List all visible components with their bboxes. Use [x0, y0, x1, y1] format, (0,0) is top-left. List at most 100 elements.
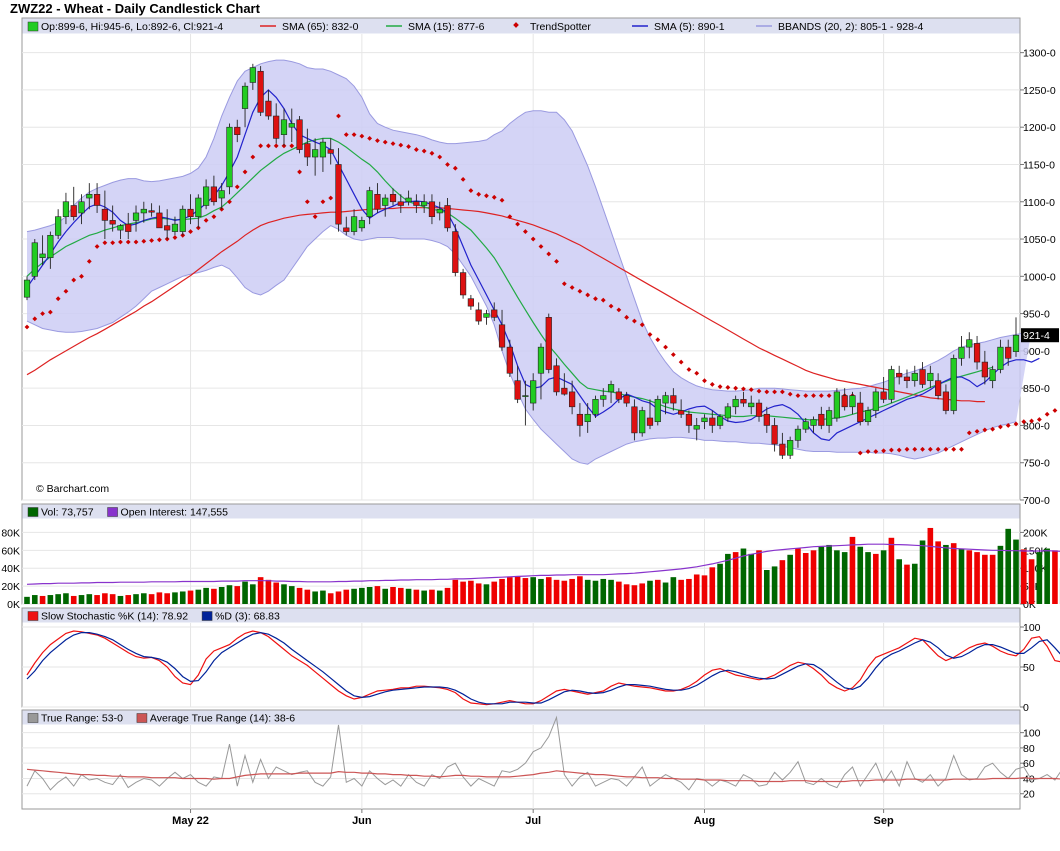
volume-right-tick-label: 100K [1023, 563, 1048, 575]
candle-body [312, 149, 319, 158]
volume-bar [623, 584, 630, 604]
candle-body [903, 376, 911, 382]
volume-bar [989, 554, 996, 604]
candle [857, 391, 864, 426]
candle-body [93, 194, 101, 206]
candle [740, 391, 747, 407]
candle [662, 391, 669, 415]
volume-bar [966, 550, 973, 604]
candle-body [639, 410, 646, 434]
price-tick-label: 1200-0 [1023, 122, 1056, 134]
candle [748, 395, 755, 415]
volume-bar [826, 544, 832, 604]
candle-body [709, 417, 716, 426]
candle [86, 183, 93, 210]
candle [810, 416, 817, 433]
true-range-legend-label-0: True Range: 53-0 [41, 713, 123, 725]
candle [413, 194, 420, 213]
volume-bar [795, 548, 801, 604]
volume-bar [218, 587, 225, 604]
trendspotter-dot [359, 133, 365, 139]
candle-body [101, 208, 108, 221]
volume-bar [499, 578, 505, 604]
candle-body [210, 186, 218, 203]
true-range-legend-icon-1 [136, 713, 148, 723]
volume-bar [187, 590, 194, 604]
trendspotter-dot [398, 142, 404, 148]
candle [981, 350, 988, 385]
stochastic-legend-label-1: %D (3): 68.83 [215, 611, 280, 623]
candle-body [615, 391, 622, 400]
bollinger-band-area [27, 60, 1032, 465]
x-axis-label: Jun [352, 815, 372, 827]
volume-legend-bar [22, 504, 1020, 519]
trendspotter-dot [772, 389, 777, 395]
candle [428, 194, 436, 225]
candle-body [880, 391, 887, 400]
candle-body [187, 208, 194, 217]
candle [140, 201, 147, 223]
trendspotter-dot [110, 240, 116, 246]
trendspotter-dot [273, 143, 279, 149]
candle [779, 432, 786, 459]
candle [304, 128, 311, 166]
candle-body [981, 361, 988, 378]
trendspotter-dot [375, 138, 380, 144]
candle [241, 82, 249, 128]
volume-bar [397, 587, 404, 604]
price-tick-label: 1150-0 [1023, 159, 1055, 171]
trendspotter-dot [468, 188, 474, 193]
candle-body [662, 395, 669, 404]
candle [576, 403, 584, 437]
volume-bar [141, 593, 147, 604]
candle-body [86, 194, 93, 199]
candle-body [304, 143, 311, 158]
volume-legend-label-1: Open Interest: 147,555 [121, 507, 229, 519]
stochastic-legend-label-0: Slow Stochastic %K (14): 78.92 [41, 611, 188, 623]
candle-body [693, 425, 700, 430]
trendspotter-dot [896, 447, 902, 453]
volume-bar [927, 527, 934, 604]
volume-bar [304, 589, 311, 604]
volume-bar [491, 581, 498, 604]
trendspotter-dot [156, 237, 162, 243]
candle-body [701, 417, 708, 423]
candle [459, 268, 467, 299]
volume-bar [997, 545, 1004, 604]
candle [335, 148, 342, 232]
trendspotter-dot [258, 143, 264, 149]
candle [732, 395, 739, 415]
trendspotter-dot [600, 297, 606, 303]
candle-body [522, 395, 529, 397]
candle [382, 194, 389, 217]
candle [444, 198, 451, 232]
candle-body [397, 201, 404, 206]
volume-bar [156, 592, 163, 604]
candle-body [23, 279, 31, 298]
candle-body [350, 216, 358, 232]
barchart-credit: © Barchart.com [36, 483, 109, 495]
candle [491, 302, 498, 322]
last-price-box [1021, 328, 1059, 343]
volume-bar [647, 580, 653, 604]
candle-body [436, 208, 443, 214]
candle [164, 209, 171, 240]
volume-bar [686, 578, 692, 604]
volume-bar [771, 566, 778, 604]
candle [1012, 317, 1020, 357]
trendspotter-dot [304, 199, 310, 205]
trendspotter-dot [484, 193, 489, 199]
candle [397, 194, 404, 213]
candle-body [273, 115, 280, 139]
volume-tick-label: 40K [1, 563, 20, 575]
trendspotter-dot [990, 426, 996, 432]
candle [436, 201, 443, 221]
volume-bar [164, 593, 170, 604]
trendspotter-dot [367, 135, 373, 141]
trendspotter-dot [764, 389, 770, 395]
volume-bar [374, 586, 381, 604]
candle [296, 116, 303, 154]
volume-bar [1020, 549, 1027, 604]
volume-bar [639, 583, 646, 604]
stochastic-legend-icon-1 [201, 611, 213, 621]
